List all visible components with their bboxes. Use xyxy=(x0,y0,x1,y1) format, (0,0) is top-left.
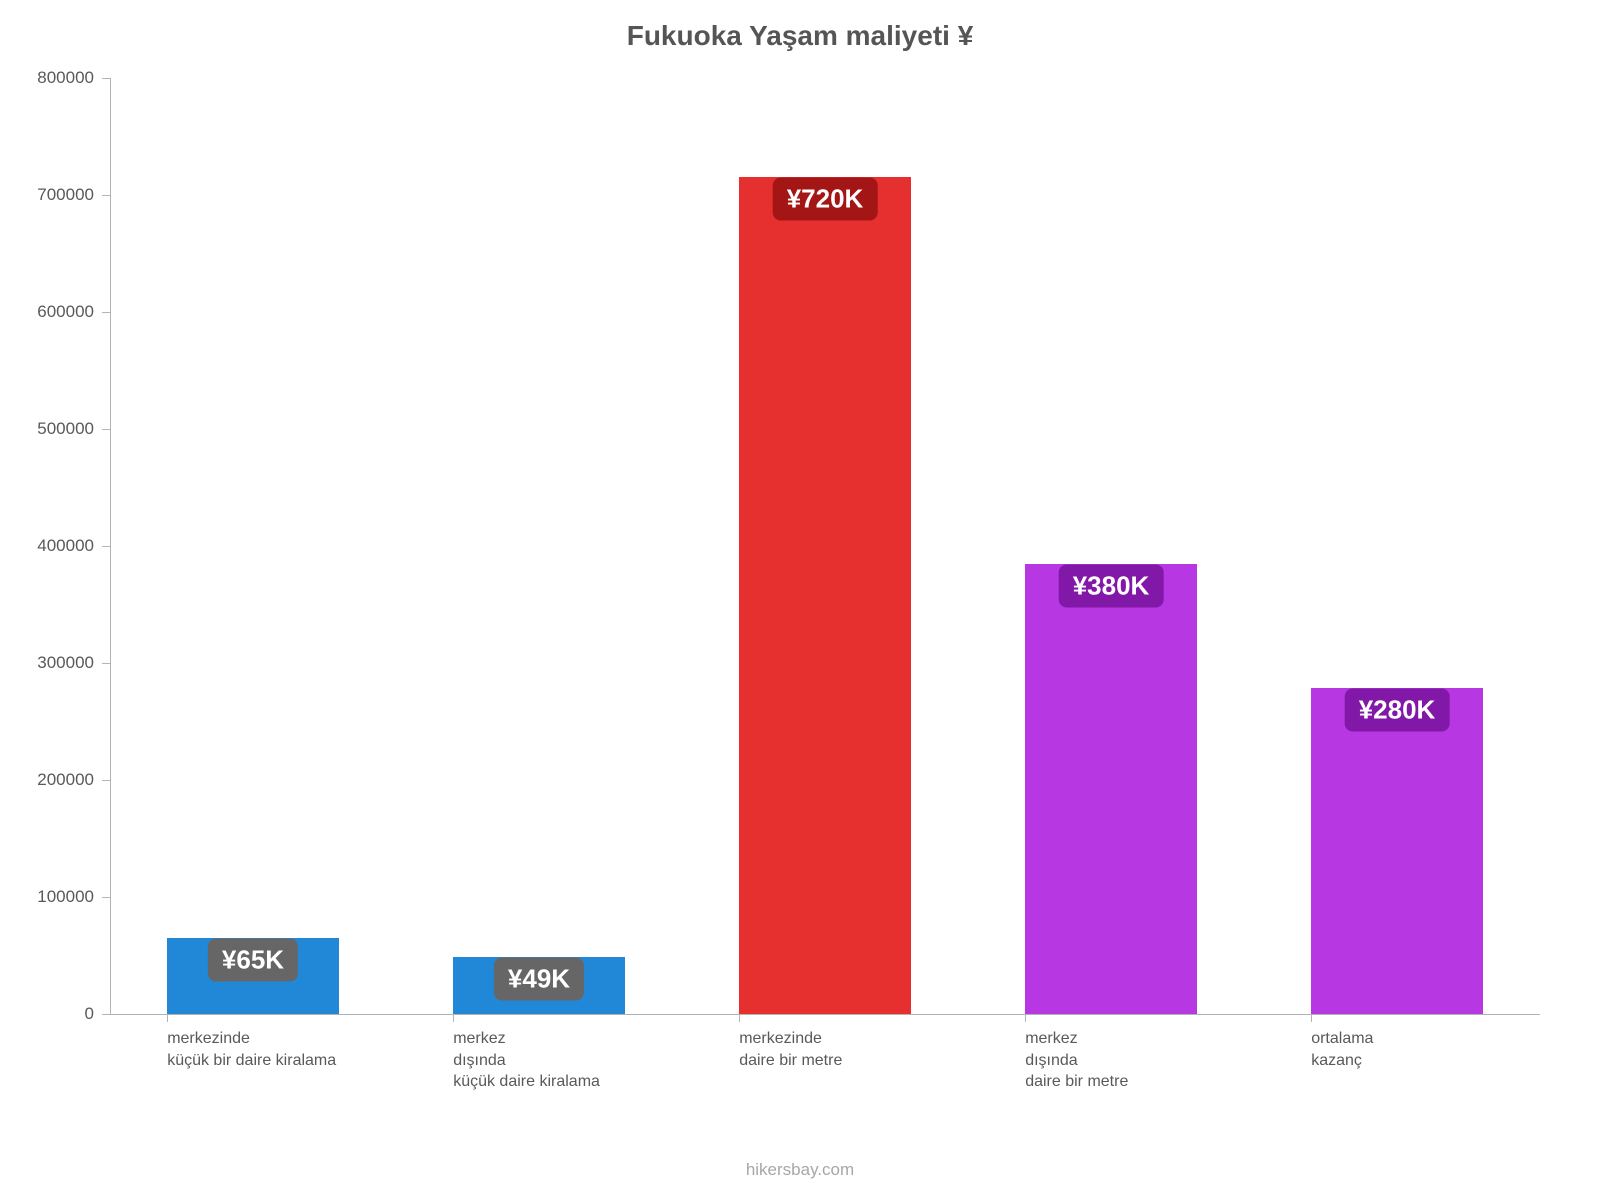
y-axis-line xyxy=(110,78,111,1014)
x-tick xyxy=(167,1014,168,1022)
y-tick-label: 0 xyxy=(4,1004,94,1024)
y-tick xyxy=(102,312,110,313)
y-tick-label: 200000 xyxy=(4,770,94,790)
y-tick-label: 300000 xyxy=(4,653,94,673)
y-tick xyxy=(102,78,110,79)
x-tick xyxy=(453,1014,454,1022)
bar xyxy=(739,177,911,1014)
y-tick xyxy=(102,663,110,664)
chart-title: Fukuoka Yaşam maliyeti ¥ xyxy=(0,20,1600,52)
category-label: merkez dışında küçük daire kiralama xyxy=(453,1028,600,1093)
y-tick-label: 800000 xyxy=(4,68,94,88)
bar-value-label: ¥49K xyxy=(494,957,584,1000)
y-tick xyxy=(102,1014,110,1015)
x-axis-line xyxy=(110,1014,1540,1015)
y-tick xyxy=(102,780,110,781)
y-tick-label: 100000 xyxy=(4,887,94,907)
y-tick xyxy=(102,429,110,430)
bar-value-label: ¥65K xyxy=(208,938,298,981)
category-label: merkezinde küçük bir daire kiralama xyxy=(167,1028,336,1071)
y-tick-label: 700000 xyxy=(4,185,94,205)
category-label: merkezinde daire bir metre xyxy=(739,1028,842,1071)
bar-value-label: ¥280K xyxy=(1345,688,1450,731)
bar xyxy=(1311,688,1483,1014)
bar-value-label: ¥720K xyxy=(773,178,878,221)
x-tick xyxy=(739,1014,740,1022)
x-tick xyxy=(1025,1014,1026,1022)
y-tick xyxy=(102,897,110,898)
plot-area: 0100000200000300000400000500000600000700… xyxy=(110,78,1540,1014)
y-tick xyxy=(102,195,110,196)
category-label: ortalama kazanç xyxy=(1311,1028,1373,1071)
y-tick-label: 500000 xyxy=(4,419,94,439)
category-label: merkez dışında daire bir metre xyxy=(1025,1028,1128,1093)
chart-container: Fukuoka Yaşam maliyeti ¥ 010000020000030… xyxy=(0,0,1600,1200)
bar-value-label: ¥380K xyxy=(1059,564,1164,607)
bar xyxy=(1025,564,1197,1014)
chart-footer: hikersbay.com xyxy=(0,1160,1600,1180)
x-tick xyxy=(1311,1014,1312,1022)
y-tick-label: 600000 xyxy=(4,302,94,322)
y-tick-label: 400000 xyxy=(4,536,94,556)
y-tick xyxy=(102,546,110,547)
